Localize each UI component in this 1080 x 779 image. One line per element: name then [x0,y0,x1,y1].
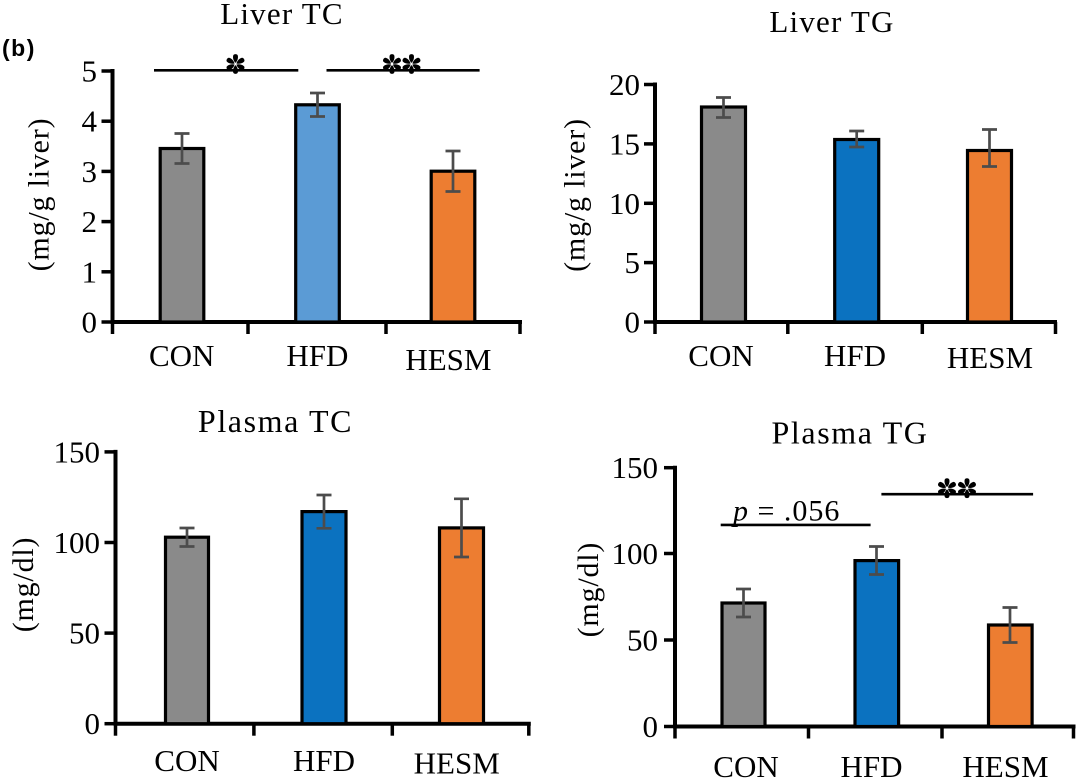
svg-text:0: 0 [643,709,659,744]
svg-text:CON: CON [688,338,753,373]
svg-text:150: 150 [54,434,101,469]
svg-text:0: 0 [85,706,101,741]
svg-text:0: 0 [82,305,98,340]
svg-text:50: 50 [627,623,658,658]
svg-text:HESM: HESM [947,340,1033,375]
svg-text:100: 100 [612,536,659,571]
svg-text:CON: CON [154,743,219,778]
svg-text:Plasma TG: Plasma TG [772,415,929,451]
svg-text:HFD: HFD [293,743,355,778]
svg-text:Liver TC: Liver TC [220,0,344,31]
svg-text:5: 5 [625,245,641,280]
svg-text:150: 150 [612,450,659,485]
svg-text:(mg/g liver): (mg/g liver) [23,118,56,272]
svg-text:1: 1 [82,254,98,289]
svg-text:HESM: HESM [405,342,491,377]
svg-text:(b): (b) [2,35,36,61]
svg-text:15: 15 [609,126,640,161]
svg-text:HFD: HFD [824,338,886,373]
svg-text:Liver TG: Liver TG [769,4,894,39]
svg-text:Plasma TC: Plasma TC [198,403,353,439]
svg-text:HESM: HESM [962,749,1048,779]
svg-text:HESM: HESM [414,746,500,779]
svg-text:(mg/g liver): (mg/g liver) [559,118,592,272]
svg-text:20: 20 [609,67,640,102]
svg-text:(mg/dl): (mg/dl) [7,537,40,633]
svg-text:CON: CON [713,749,778,779]
svg-text:4: 4 [82,104,98,139]
svg-text:HFD: HFD [286,338,348,373]
svg-text:p = .056: p = .056 [731,495,840,528]
svg-text:100: 100 [54,525,101,560]
svg-text:(mg/dl): (mg/dl) [572,542,605,638]
svg-text:10: 10 [609,186,640,221]
svg-text:HFD: HFD [840,749,902,779]
svg-text:2: 2 [82,204,98,239]
svg-text:3: 3 [82,154,98,189]
svg-text:CON: CON [149,338,214,373]
svg-text:5: 5 [82,54,98,89]
svg-text:50: 50 [69,616,100,651]
svg-text:0: 0 [625,305,641,340]
